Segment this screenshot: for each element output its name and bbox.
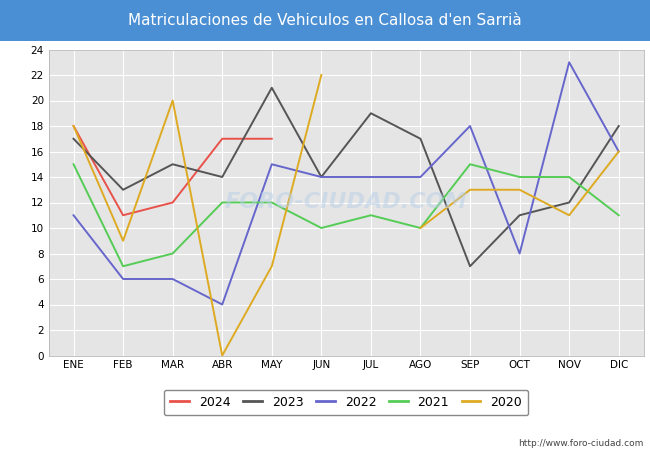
2020 bbox=[218, 353, 226, 358]
2022 bbox=[268, 162, 276, 167]
2020 bbox=[119, 238, 127, 243]
2024 bbox=[169, 200, 177, 205]
2021 bbox=[466, 162, 474, 167]
2021 bbox=[169, 251, 177, 256]
2022 bbox=[466, 123, 474, 129]
2022 bbox=[417, 174, 424, 180]
Line: 2022: 2022 bbox=[73, 62, 619, 305]
2023 bbox=[169, 162, 177, 167]
2022 bbox=[70, 212, 77, 218]
2021 bbox=[566, 174, 573, 180]
2022 bbox=[615, 149, 623, 154]
2020 bbox=[70, 123, 77, 129]
2021 bbox=[70, 162, 77, 167]
2023 bbox=[218, 174, 226, 180]
2023 bbox=[367, 111, 375, 116]
2023 bbox=[70, 136, 77, 141]
2024 bbox=[268, 136, 276, 141]
2023 bbox=[119, 187, 127, 193]
2022 bbox=[317, 174, 325, 180]
Text: FORO-CIUDAD.COM: FORO-CIUDAD.COM bbox=[225, 193, 467, 212]
2022 bbox=[119, 276, 127, 282]
2023 bbox=[566, 200, 573, 205]
2023 bbox=[417, 136, 424, 141]
2024 bbox=[70, 123, 77, 129]
Line: 2024: 2024 bbox=[73, 126, 272, 215]
Text: http://www.foro-ciudad.com: http://www.foro-ciudad.com bbox=[518, 439, 644, 448]
2020 bbox=[268, 264, 276, 269]
2022 bbox=[169, 276, 177, 282]
2022 bbox=[515, 251, 523, 256]
2021 bbox=[367, 212, 375, 218]
2024 bbox=[119, 212, 127, 218]
Line: 2021: 2021 bbox=[73, 164, 619, 266]
2023 bbox=[615, 123, 623, 129]
Text: Matriculaciones de Vehiculos en Callosa d'en Sarrià: Matriculaciones de Vehiculos en Callosa … bbox=[128, 13, 522, 28]
2023 bbox=[317, 174, 325, 180]
2020 bbox=[317, 72, 325, 78]
Line: 2023: 2023 bbox=[73, 88, 619, 266]
2021 bbox=[119, 264, 127, 269]
2021 bbox=[615, 212, 623, 218]
2021 bbox=[515, 174, 523, 180]
2021 bbox=[268, 200, 276, 205]
2022 bbox=[367, 174, 375, 180]
2024 bbox=[218, 136, 226, 141]
2021 bbox=[317, 225, 325, 231]
2020 bbox=[169, 98, 177, 103]
Legend: 2024, 2023, 2022, 2021, 2020: 2024, 2023, 2022, 2021, 2020 bbox=[164, 390, 528, 415]
2021 bbox=[218, 200, 226, 205]
2022 bbox=[566, 59, 573, 65]
2023 bbox=[268, 85, 276, 90]
2022 bbox=[218, 302, 226, 307]
2023 bbox=[466, 264, 474, 269]
2023 bbox=[515, 212, 523, 218]
2021 bbox=[417, 225, 424, 231]
Line: 2020: 2020 bbox=[73, 75, 321, 356]
